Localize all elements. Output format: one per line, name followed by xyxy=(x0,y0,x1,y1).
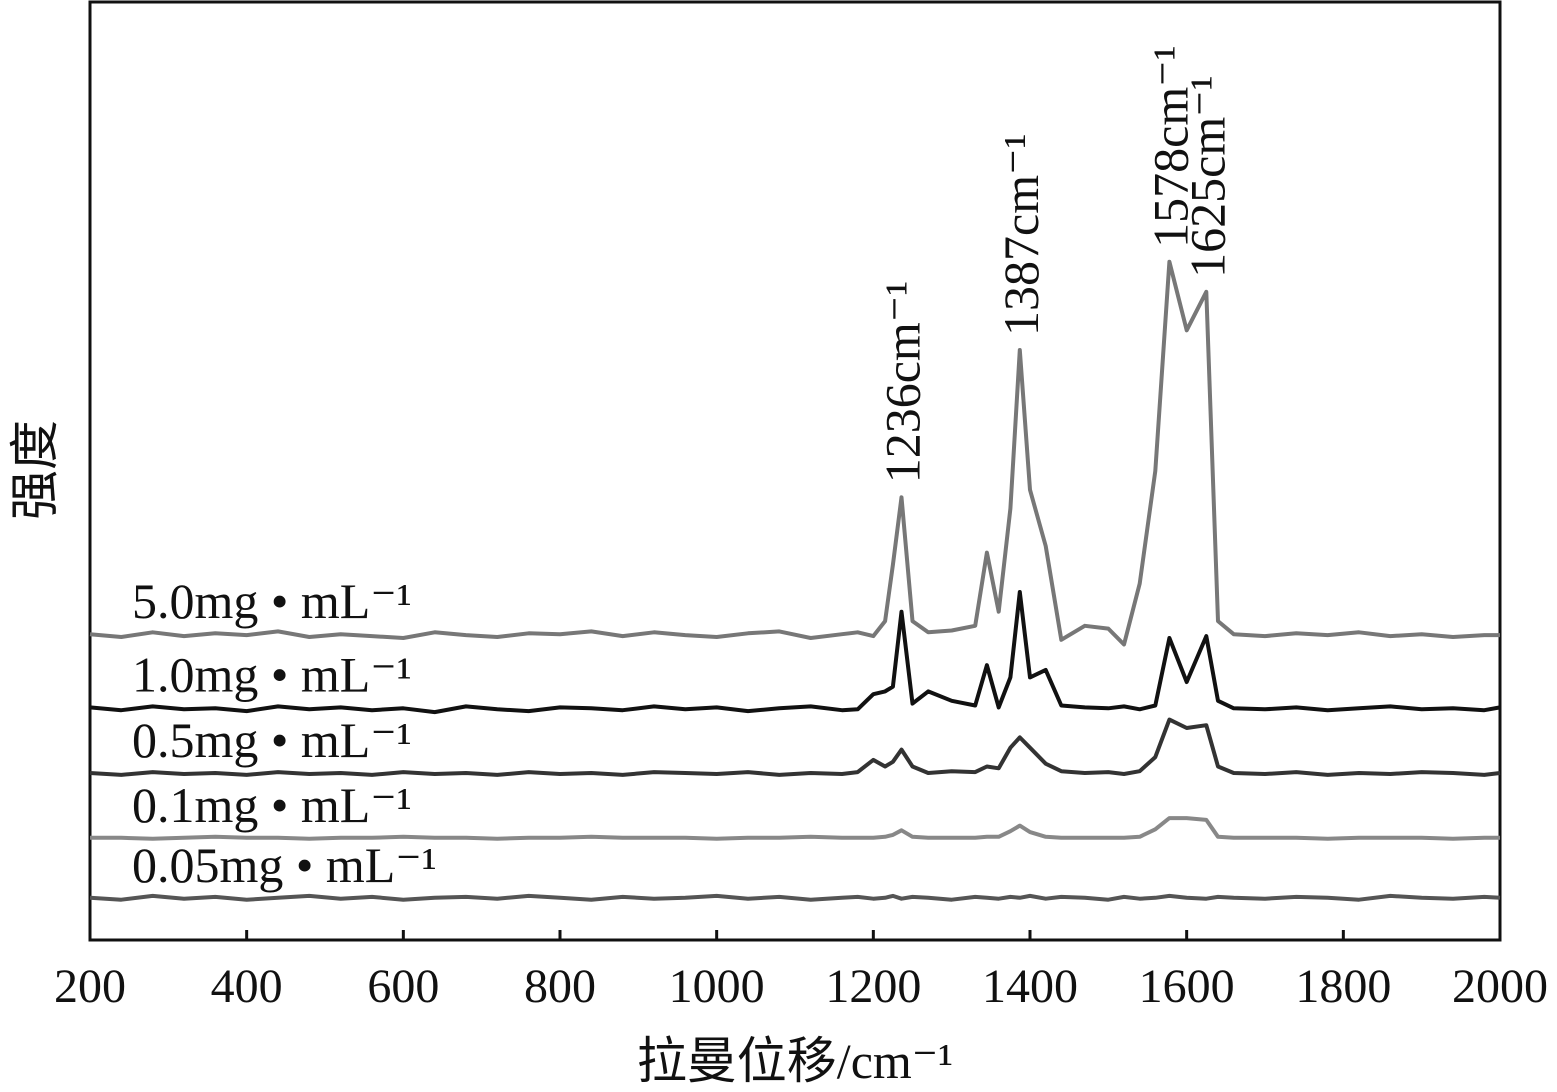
peak-annotation: 1625cm⁻¹ xyxy=(1179,75,1235,277)
x-tick-label: 2000 xyxy=(1452,960,1548,1013)
legend-label: 0.5mg • mL⁻¹ xyxy=(132,712,412,768)
legend-label: 5.0mg • mL⁻¹ xyxy=(132,573,412,629)
series-line xyxy=(89,590,1501,715)
plot-frame xyxy=(88,0,1502,942)
series-line xyxy=(89,893,1501,902)
x-tick-label: 600 xyxy=(367,960,439,1013)
x-tick-label: 1800 xyxy=(1295,960,1391,1013)
legend-label: 0.1mg • mL⁻¹ xyxy=(132,777,412,833)
legend-label: 1.0mg • mL⁻¹ xyxy=(132,646,412,702)
x-tick-label: 400 xyxy=(211,960,283,1013)
peak-annotation: 1387cm⁻¹ xyxy=(993,134,1049,336)
peak-annotation: 1236cm⁻¹ xyxy=(875,281,931,483)
legend-label: 0.05mg • mL⁻¹ xyxy=(132,837,437,893)
series-line xyxy=(89,717,1501,777)
x-tick-label: 1000 xyxy=(669,960,765,1013)
peak-annotation: 1578cm⁻¹ xyxy=(1142,45,1198,247)
y-axis-label: 强度 xyxy=(7,420,63,520)
series-line xyxy=(89,259,1500,647)
x-tick-label: 800 xyxy=(524,960,596,1013)
x-tick-label: 1200 xyxy=(825,960,921,1013)
x-axis-label: 拉曼位移/cm⁻¹ xyxy=(637,1033,953,1089)
series-line xyxy=(90,816,1500,841)
x-tick-label: 1400 xyxy=(982,960,1078,1013)
x-tick-label: 1600 xyxy=(1139,960,1235,1013)
x-tick-label: 200 xyxy=(54,960,126,1013)
